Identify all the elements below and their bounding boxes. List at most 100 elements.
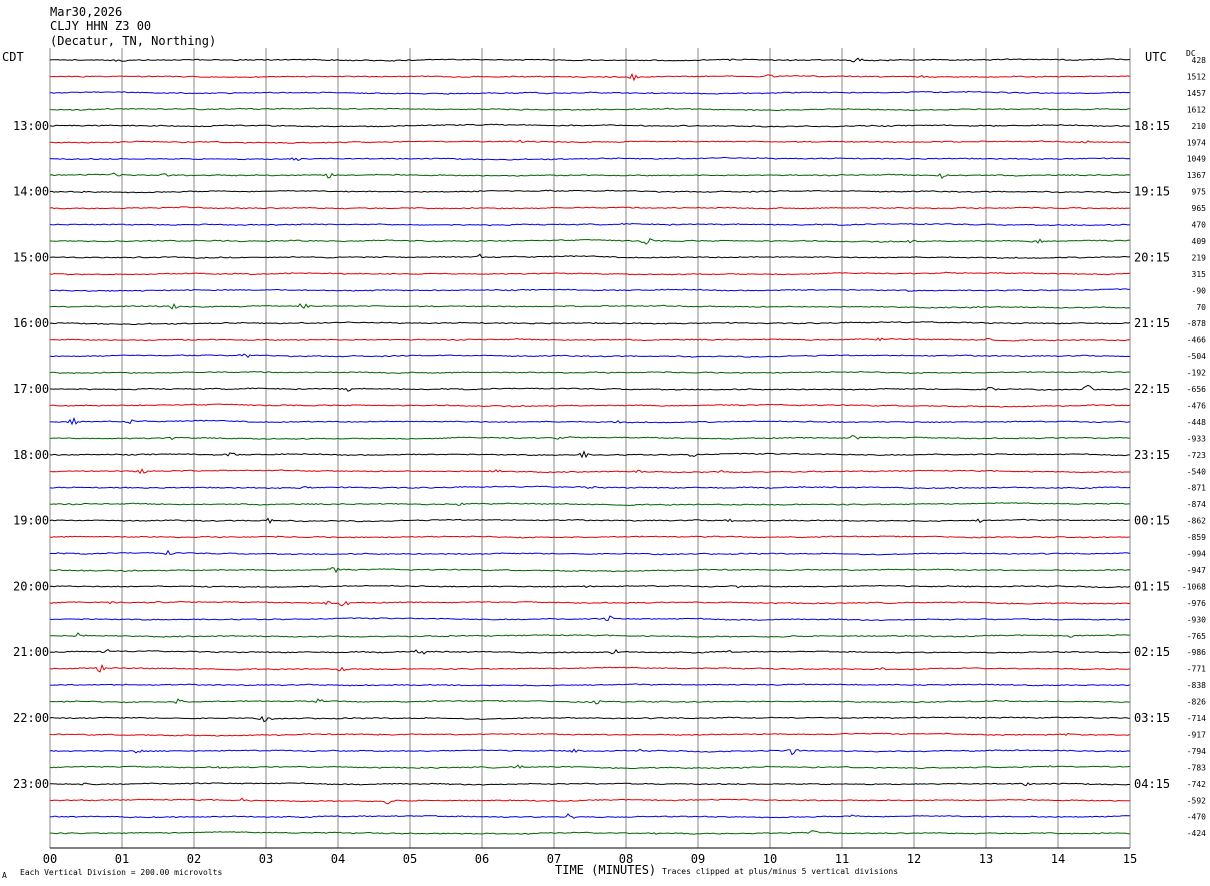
trace-line — [49, 107, 1131, 112]
trace-line — [49, 663, 1131, 673]
dc-offset-label: 1049 — [1187, 155, 1206, 164]
trace-line — [49, 535, 1131, 539]
trace-line — [49, 764, 1131, 770]
dc-heading-label: DC — [1186, 49, 1196, 58]
cdt-hour-label: 21:00 — [13, 645, 49, 659]
x-tick-label: 03 — [259, 852, 273, 866]
dc-offset-label: -90 — [1192, 286, 1207, 295]
utc-hour-label: 03:15 — [1134, 711, 1170, 725]
dc-offset-label: -476 — [1187, 401, 1206, 410]
dc-offset-label: -448 — [1187, 418, 1206, 427]
utc-hour-label: 04:15 — [1134, 777, 1170, 791]
dc-offset-label: -1068 — [1182, 582, 1206, 591]
date-label: Mar30,2026 — [50, 5, 122, 19]
x-tick-label: 06 — [475, 852, 489, 866]
trace-line — [49, 698, 1131, 705]
cdt-hour-labels: 13:00 14:00 15:00 16:00 17:00 18:00 19:00 20:00… — [13, 119, 49, 791]
dc-offset-label: -826 — [1187, 698, 1206, 707]
trace-line — [49, 450, 1130, 459]
trace-line — [49, 321, 1131, 325]
corner-mark: A — [2, 871, 7, 880]
right-timezone-label: UTC — [1145, 50, 1167, 64]
trace-line — [49, 123, 1131, 128]
x-axis-tick-labels: 00 01 02 03 04 05 06 07 08 09 10 11 12 13 14 15 — [43, 852, 1137, 866]
left-timezone-label: CDT — [2, 50, 24, 64]
trace-line — [49, 222, 1131, 227]
trace-line — [49, 90, 1131, 95]
dc-offset-label: -947 — [1187, 566, 1206, 575]
cdt-hour-label: 18:00 — [13, 448, 49, 462]
trace-line — [49, 813, 1130, 819]
cdt-hour-label: 13:00 — [13, 119, 49, 133]
trace-line — [49, 139, 1131, 144]
dc-offset-label: 965 — [1192, 204, 1207, 213]
cdt-hour-label: 16:00 — [13, 316, 49, 330]
dc-offset-label: 1512 — [1187, 73, 1206, 82]
trace-group — [49, 57, 1131, 835]
trace-line — [50, 417, 1131, 426]
trace-line — [49, 238, 1131, 245]
trace-line — [49, 468, 1130, 475]
trace-line — [49, 502, 1130, 507]
trace-line — [49, 748, 1131, 756]
trace-line — [49, 271, 1131, 276]
cdt-hour-label: 23:00 — [13, 777, 49, 791]
trace-line — [49, 715, 1131, 723]
dc-offset-label: -592 — [1187, 796, 1206, 805]
dc-offset-label: -874 — [1187, 500, 1206, 509]
trace-line — [49, 73, 1131, 82]
trace-line — [49, 337, 1131, 342]
x-tick-label: 07 — [547, 852, 561, 866]
trace-line — [49, 517, 1131, 524]
trace-line — [49, 403, 1131, 408]
dc-offset-label: -917 — [1187, 730, 1206, 739]
dc-offset-label: -871 — [1187, 484, 1206, 493]
trace-line — [49, 683, 1131, 687]
dc-offset-label: -930 — [1187, 615, 1206, 624]
dc-offset-label: 1974 — [1187, 138, 1206, 147]
trace-line — [49, 782, 1131, 787]
dc-offset-label: 975 — [1192, 188, 1207, 197]
x-tick-label: 02 — [187, 852, 201, 866]
dc-offset-label: 70 — [1196, 303, 1206, 312]
x-axis-title: TIME (MINUTES) — [555, 863, 656, 877]
trace-line — [49, 253, 1131, 259]
dc-offset-label: -714 — [1187, 714, 1206, 723]
trace-line — [49, 288, 1131, 292]
utc-hour-label: 20:15 — [1134, 250, 1170, 264]
dc-offset-label: 1457 — [1187, 89, 1206, 98]
utc-hour-label: 23:15 — [1134, 448, 1170, 462]
dc-offset-label: 315 — [1192, 270, 1207, 279]
dc-offset-label: 1612 — [1187, 105, 1206, 114]
dc-offset-label: -540 — [1187, 467, 1206, 476]
dc-offset-label: -504 — [1187, 352, 1206, 361]
dc-offset-label: -656 — [1187, 385, 1206, 394]
dc-offset-label: -771 — [1187, 665, 1206, 674]
trace-line — [49, 189, 1131, 194]
trace-line — [49, 172, 1131, 180]
dc-offset-label: 409 — [1192, 237, 1207, 246]
dc-offset-label: -192 — [1187, 369, 1206, 378]
cdt-hour-label: 17:00 — [13, 382, 49, 396]
trace-line — [49, 797, 1131, 805]
utc-hour-label: 22:15 — [1134, 382, 1170, 396]
utc-hour-label: 01:15 — [1134, 579, 1170, 593]
dc-offset-label: 219 — [1192, 253, 1207, 262]
utc-hour-label: 00:15 — [1134, 514, 1170, 528]
cdt-hour-label: 19:00 — [13, 514, 49, 528]
trace-line — [50, 384, 1131, 392]
dc-offset-label: -723 — [1187, 451, 1206, 460]
trace-line — [49, 353, 1131, 358]
dc-offset-label: -783 — [1187, 763, 1206, 772]
trace-line — [50, 632, 1131, 638]
trace-line — [49, 566, 1131, 574]
x-tick-label: 01 — [115, 852, 129, 866]
trace-line — [49, 648, 1131, 655]
trace-line — [50, 435, 1130, 441]
location-label: (Decatur, TN, Northing) — [50, 34, 216, 48]
x-tick-label: 04 — [331, 852, 345, 866]
x-tick-label: 13 — [979, 852, 993, 866]
x-tick-label: 00 — [43, 852, 57, 866]
trace-line — [49, 549, 1131, 556]
